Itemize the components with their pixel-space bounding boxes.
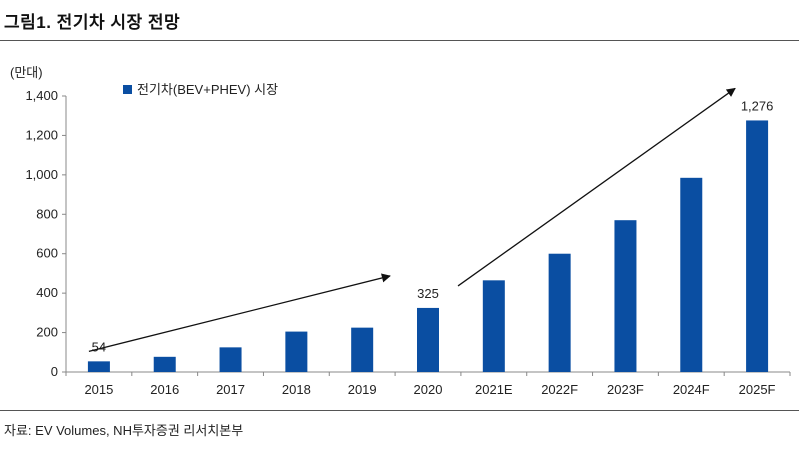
x-tick-label: 2021E — [475, 382, 513, 397]
x-tick-label: 2020 — [414, 382, 443, 397]
x-tick-label: 2016 — [150, 382, 179, 397]
y-tick-label: 0 — [51, 364, 58, 379]
x-tick-label: 2024F — [673, 382, 710, 397]
bar — [153, 356, 176, 372]
bar — [482, 280, 505, 372]
bar — [219, 347, 242, 372]
x-tick-label: 2018 — [282, 382, 311, 397]
y-tick-label: 1,400 — [25, 88, 58, 103]
axes: 0 200 400 600 800 1,000 1,200 1,400 2015 2016 2017… — [25, 88, 791, 397]
source-note: 자료: EV Volumes, NH투자증권 리서치본부 — [4, 423, 244, 438]
labels: 54 325 1,276 — [92, 98, 774, 354]
x-tick-label: 2023F — [607, 382, 644, 397]
bars — [87, 120, 769, 373]
x-tick-label: 2019 — [348, 382, 377, 397]
x-tick-label: 2017 — [216, 382, 245, 397]
bar — [680, 177, 703, 372]
bar — [285, 331, 308, 372]
bar — [417, 307, 439, 372]
bar — [614, 220, 637, 372]
figure-title: 그림1. 전기차 시장 전망 — [4, 13, 181, 32]
y-tick-label: 600 — [36, 246, 58, 261]
legend-label: 전기차(BEV+PHEV) 시장 — [137, 82, 278, 97]
trend-arrow — [88, 273, 391, 352]
x-tick-label: 2025F — [739, 382, 776, 397]
y-tick-label: 1,200 — [25, 127, 58, 142]
bottom-rule — [0, 410, 799, 411]
data-label: 54 — [92, 339, 106, 354]
data-label: 1,276 — [741, 98, 774, 113]
y-tick-label: 200 — [36, 325, 58, 340]
legend: 전기차(BEV+PHEV) 시장 — [123, 82, 278, 97]
y-tick-label: 400 — [36, 285, 58, 300]
top-rule — [0, 40, 799, 41]
legend-swatch — [123, 85, 132, 94]
x-tick-label: 2015 — [84, 382, 113, 397]
data-label: 325 — [417, 286, 439, 301]
y-tick-label: 1,000 — [25, 167, 58, 182]
bar — [548, 253, 571, 372]
trend-arrow — [457, 87, 736, 287]
x-tick-label: 2022F — [541, 382, 578, 397]
bar — [351, 327, 374, 372]
bar — [746, 120, 769, 373]
trend-arrows — [88, 87, 736, 352]
y-tick-label: 800 — [36, 206, 58, 221]
bar-chart: 0 200 400 600 800 1,000 1,200 1,400 2015 2016 2017… — [25, 82, 791, 397]
unit-label: (만대) — [10, 65, 43, 80]
bar — [87, 361, 110, 372]
